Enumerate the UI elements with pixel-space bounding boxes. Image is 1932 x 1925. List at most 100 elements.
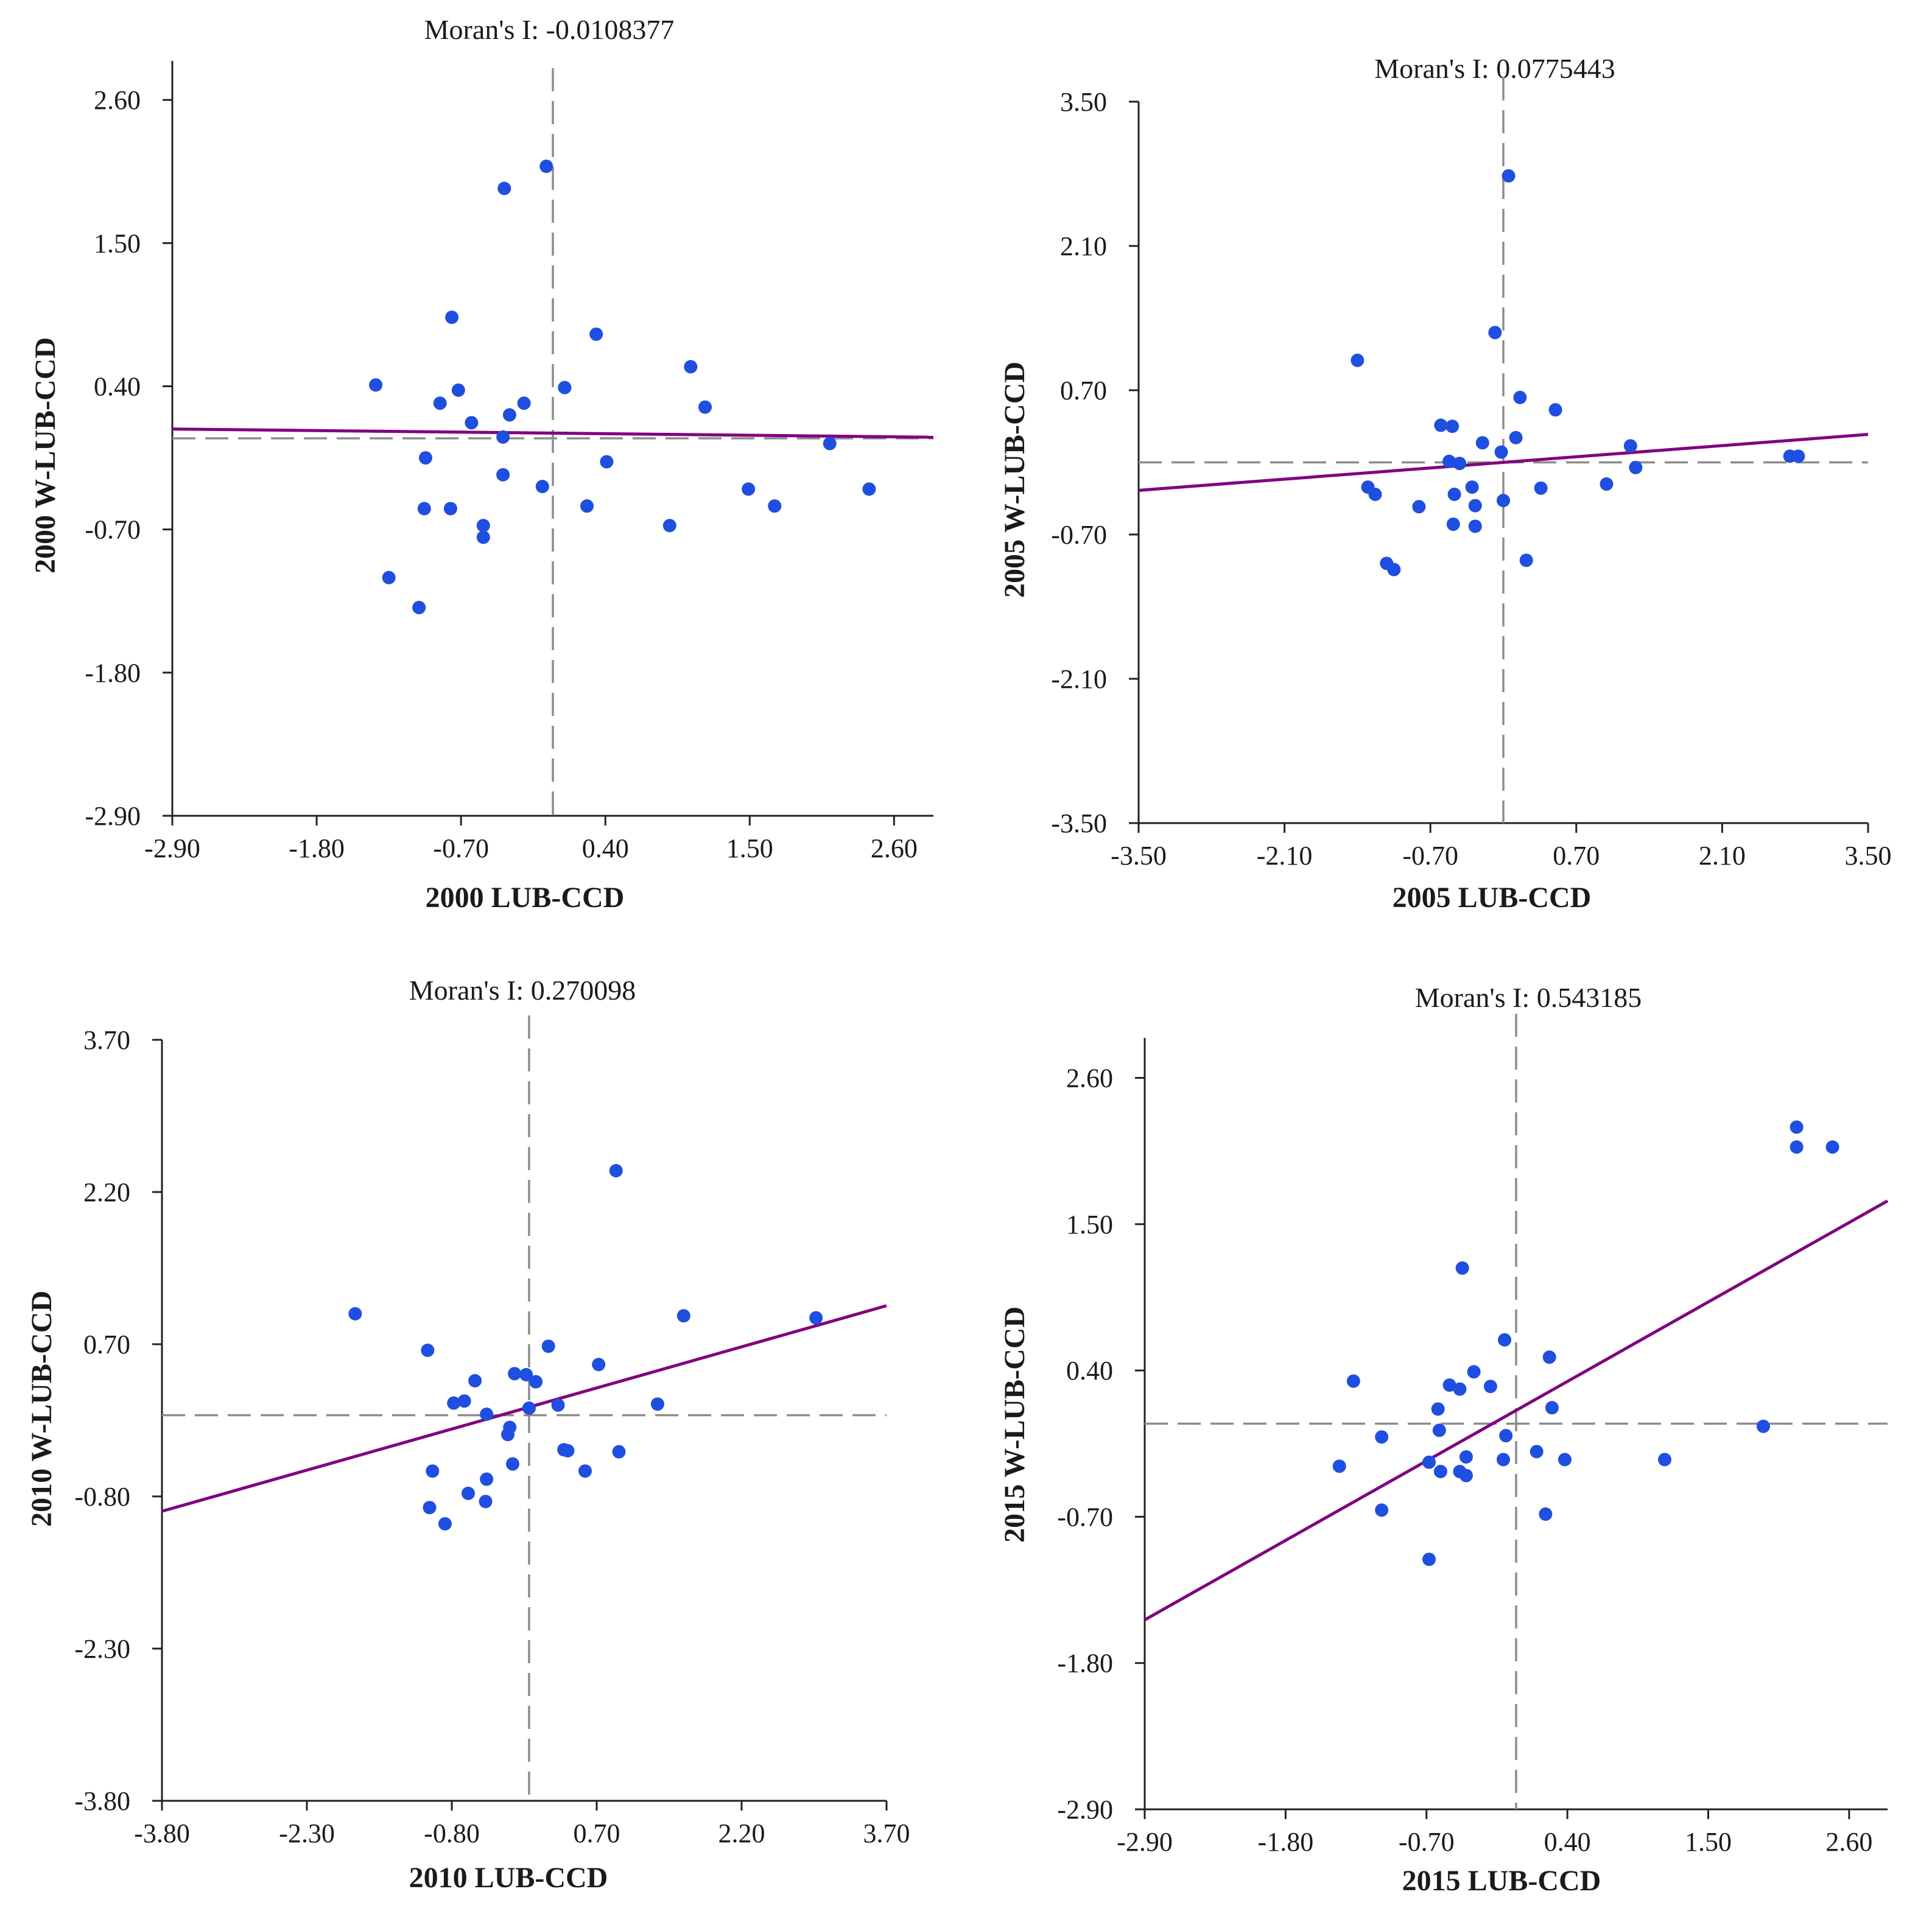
scatter-point: [497, 181, 511, 195]
panel-title: Moran's I: 0.0775443: [1374, 53, 1615, 84]
y-tick-label: -0.70: [85, 515, 141, 545]
y-tick-label: -2.90: [1057, 1795, 1113, 1825]
y-tick-label: -2.10: [1051, 664, 1107, 694]
y-tick-label: -1.80: [1057, 1649, 1113, 1678]
panel-title: Moran's I: -0.0108377: [424, 14, 675, 45]
y-tick-label: -0.70: [1057, 1502, 1113, 1532]
scatter-point: [650, 1397, 664, 1411]
x-axis-label: 2005 LUB-CCD: [1393, 882, 1592, 914]
panel-2010: Moran's I: 0.270098 2010 LUB-CCD 2010 W-…: [26, 975, 910, 1894]
scatter-point: [1446, 517, 1460, 531]
scatter-point: [539, 160, 553, 174]
scatter-point: [421, 1344, 435, 1357]
scatter-point: [423, 1501, 437, 1515]
y-tick-label: 2.20: [83, 1177, 130, 1207]
scatter-point: [418, 451, 432, 465]
scatter-point: [1375, 1503, 1389, 1517]
scatter-point: [1468, 519, 1482, 533]
scatter-point: [551, 1398, 565, 1412]
x-tick-label: -2.30: [279, 1818, 335, 1848]
x-tick-label: 3.70: [863, 1818, 910, 1848]
x-tick-label: -1.80: [1258, 1827, 1314, 1857]
x-tick-label: 0.70: [1553, 841, 1600, 871]
scatter-point: [1453, 457, 1467, 471]
x-tick-label: 1.50: [1685, 1827, 1732, 1857]
x-tick-label: 1.50: [726, 833, 773, 863]
scatter-point: [1483, 1380, 1497, 1394]
x-axis-label: 2010 LUB-CCD: [409, 1862, 608, 1894]
panel-2015: Moran's I: 0.543185 2015 LUB-CCD 2015 W-…: [999, 982, 1889, 1897]
scatter-point: [529, 1375, 543, 1389]
scatter-point: [508, 1367, 522, 1381]
scatter-point: [1447, 487, 1461, 501]
scatter-point: [451, 383, 465, 397]
regression-line: [1138, 433, 1869, 492]
scatter-point: [768, 499, 782, 513]
x-tick-label: 0.40: [1544, 1827, 1591, 1857]
y-tick-label: -3.80: [74, 1786, 130, 1816]
scatter-point: [600, 455, 614, 469]
scatter-point: [1422, 1552, 1436, 1566]
scatter-point: [1509, 430, 1523, 444]
scatter-point: [580, 499, 594, 513]
scatter-point: [461, 1487, 475, 1500]
y-tick-label: -3.50: [1051, 808, 1107, 838]
y-axis-label: 2015 W-LUB-CCD: [999, 1306, 1031, 1543]
axes: -3.80 -2.30 -0.80 0.70 2.20 3.70 -3.80 -2.30 -0.…: [74, 1025, 910, 1848]
scatter-point: [1600, 477, 1614, 491]
scatter-point: [589, 327, 603, 341]
scatter-point: [433, 396, 447, 410]
scatter-point: [1497, 494, 1510, 508]
scatter-point: [662, 519, 676, 533]
scatter-point: [1468, 499, 1482, 513]
x-tick-label: -0.80: [424, 1818, 480, 1848]
scatter-point: [1548, 403, 1562, 417]
scatter-point: [412, 600, 426, 614]
x-tick-label: -2.90: [144, 833, 200, 863]
scatter-point: [1346, 1374, 1360, 1388]
scatter-point: [1431, 1402, 1445, 1416]
x-axis-label: 2000 LUB-CCD: [426, 882, 625, 914]
scatter-point: [612, 1445, 626, 1459]
scatter-point: [823, 437, 837, 451]
y-tick-label: -2.90: [85, 801, 141, 831]
x-tick-label: 0.70: [574, 1818, 620, 1848]
scatter-point: [1434, 418, 1448, 432]
x-tick-label: -2.10: [1257, 841, 1313, 871]
scatter-point: [1502, 169, 1516, 183]
scatter-point: [382, 570, 396, 584]
scatter-point: [1623, 439, 1637, 453]
y-axis-label: 2005 W-LUB-CCD: [999, 362, 1031, 598]
y-tick-label: -2.30: [74, 1634, 130, 1664]
panel-title: Moran's I: 0.270098: [409, 975, 636, 1006]
axes: -3.50 -2.10 -0.70 0.70 2.10 3.50 -3.50 -2.10 -0.…: [1051, 87, 1891, 871]
scatter-point: [1422, 1455, 1436, 1469]
scatter-point: [1496, 1453, 1510, 1467]
y-tick-label: 2.10: [1060, 231, 1107, 261]
scatter-point: [447, 1396, 461, 1410]
scatter-point: [1534, 481, 1548, 495]
scatter-point: [592, 1358, 606, 1372]
scatter-point: [1351, 353, 1365, 367]
y-tick-label: 2.60: [1066, 1064, 1113, 1093]
scatter-point: [1513, 390, 1527, 404]
scatter-point: [1499, 1429, 1513, 1443]
scatter-point: [496, 430, 510, 444]
scatter-point: [1545, 1401, 1559, 1415]
scatter-point: [1387, 563, 1401, 577]
scatter-point: [1455, 1261, 1469, 1275]
scatter-point: [1658, 1453, 1671, 1467]
x-tick-label: -1.80: [289, 833, 345, 863]
y-tick-label: 0.40: [1066, 1356, 1113, 1386]
scatter-points: [1351, 169, 1805, 577]
scatter-point: [519, 1368, 533, 1381]
scatter-point: [505, 1457, 519, 1471]
scatter-point: [1467, 1365, 1481, 1379]
scatter-point: [1790, 1120, 1804, 1134]
y-tick-label: 1.50: [1066, 1210, 1113, 1240]
scatter-points: [348, 1164, 823, 1531]
scatter-point: [1459, 1468, 1473, 1482]
scatter-point: [480, 1472, 494, 1486]
scatter-point: [503, 1420, 517, 1434]
scatter-point: [1445, 419, 1460, 433]
